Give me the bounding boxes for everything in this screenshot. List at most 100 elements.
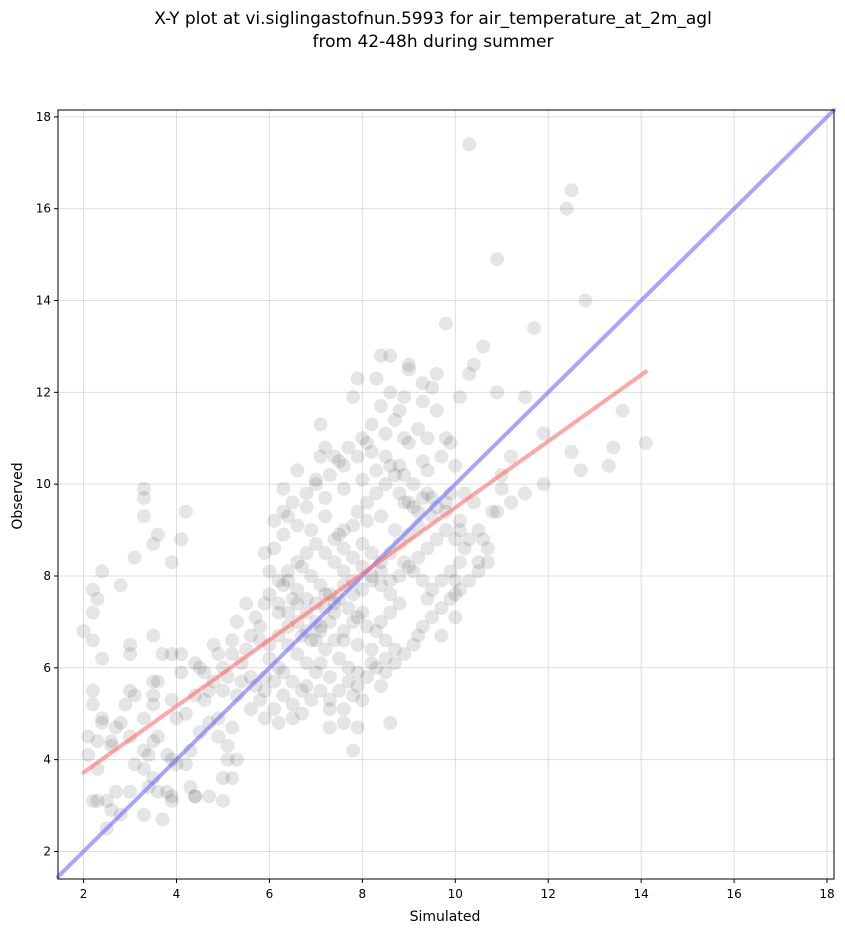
data-point xyxy=(573,463,588,478)
y-tick-label: 6 xyxy=(43,661,51,675)
data-point xyxy=(452,582,467,597)
data-point xyxy=(332,454,347,469)
data-point xyxy=(383,385,398,400)
data-point xyxy=(378,651,393,666)
data-point xyxy=(322,720,337,735)
data-point xyxy=(439,316,453,331)
y-axis-label: Observed xyxy=(10,462,26,529)
data-point xyxy=(439,523,453,538)
data-point xyxy=(559,201,574,216)
y-tick-label: 10 xyxy=(36,477,51,491)
data-point xyxy=(490,385,505,400)
data-point xyxy=(434,628,449,643)
data-point xyxy=(360,495,375,510)
data-point xyxy=(155,812,170,827)
data-point xyxy=(85,605,100,620)
data-point xyxy=(378,477,393,492)
data-point xyxy=(318,509,333,524)
data-point xyxy=(257,546,272,561)
data-point xyxy=(355,692,370,707)
data-point xyxy=(415,619,430,634)
data-point xyxy=(350,679,365,694)
data-point xyxy=(462,366,477,381)
data-point xyxy=(308,633,323,648)
data-point xyxy=(387,642,402,657)
data-point xyxy=(378,449,393,464)
x-tick-label: 18 xyxy=(819,887,834,901)
data-point xyxy=(429,403,444,418)
data-point xyxy=(285,591,300,606)
data-point xyxy=(462,532,477,547)
data-point xyxy=(95,651,110,666)
data-point xyxy=(304,633,319,648)
data-point xyxy=(355,582,370,597)
data-point xyxy=(229,752,244,767)
data-point xyxy=(136,481,151,496)
data-point xyxy=(425,380,440,395)
data-point xyxy=(490,252,505,267)
data-point xyxy=(313,417,328,432)
grid-lines xyxy=(58,110,834,879)
data-point xyxy=(336,715,351,730)
data-point xyxy=(85,633,100,648)
data-point xyxy=(336,702,351,717)
data-point xyxy=(90,591,105,606)
x-tick-label: 16 xyxy=(726,887,741,901)
data-point xyxy=(290,582,305,597)
data-point xyxy=(318,642,333,657)
data-point xyxy=(369,486,384,501)
data-point xyxy=(341,601,356,616)
plot-area-frame xyxy=(57,109,835,880)
data-point xyxy=(299,486,314,501)
data-point xyxy=(406,477,421,492)
data-point xyxy=(332,527,347,542)
data-point xyxy=(318,440,333,455)
data-point xyxy=(327,555,342,570)
data-point xyxy=(373,564,388,579)
data-point xyxy=(471,523,486,538)
data-point xyxy=(350,449,365,464)
data-point xyxy=(304,568,319,583)
data-point xyxy=(369,624,384,639)
data-point xyxy=(406,500,421,515)
data-point xyxy=(429,532,444,547)
data-point xyxy=(601,458,616,473)
data-point xyxy=(294,683,309,698)
x-axis-label: Simulated xyxy=(410,909,481,925)
data-point xyxy=(420,463,435,478)
data-point xyxy=(169,711,184,726)
data-point xyxy=(290,555,305,570)
data-point xyxy=(355,472,370,487)
data-point xyxy=(95,715,110,730)
data-point xyxy=(346,688,361,703)
data-point xyxy=(136,490,151,505)
data-point xyxy=(415,376,430,391)
data-point xyxy=(299,500,314,515)
data-point xyxy=(188,789,203,804)
data-point xyxy=(76,624,91,639)
data-point xyxy=(341,660,356,675)
data-point xyxy=(281,509,296,524)
data-point xyxy=(332,683,347,698)
data-point xyxy=(146,536,161,551)
data-point xyxy=(411,628,426,643)
data-point xyxy=(392,403,407,418)
data-point xyxy=(490,504,505,519)
data-point xyxy=(313,683,328,698)
data-point xyxy=(220,738,235,753)
data-point xyxy=(406,564,421,579)
data-point xyxy=(578,293,593,308)
data-point xyxy=(420,591,435,606)
data-point xyxy=(383,573,398,588)
data-point xyxy=(401,559,416,574)
data-point xyxy=(202,789,217,804)
data-point xyxy=(411,550,426,565)
x-tick-label: 4 xyxy=(173,887,181,901)
data-point xyxy=(150,729,165,744)
data-point xyxy=(638,435,653,450)
data-point xyxy=(197,665,212,680)
data-point xyxy=(109,784,124,799)
data-point xyxy=(471,555,486,570)
data-point xyxy=(285,697,300,712)
data-point xyxy=(373,614,388,629)
